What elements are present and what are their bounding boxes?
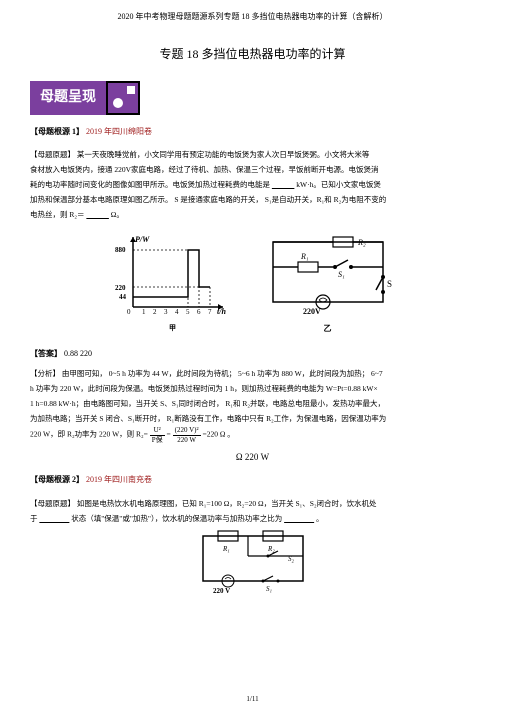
diagrams-1: P/W 880 220 44 0 1 2 3 4 5 6 7 t/h 甲	[30, 232, 475, 336]
fraction: U² P保	[150, 426, 165, 444]
svg-text:R₁: R₁	[222, 545, 230, 553]
svg-text:220: 220	[115, 284, 126, 292]
svg-text:5: 5	[186, 308, 190, 316]
svg-text:6: 6	[197, 308, 201, 316]
circuit-1: R₁ S₁ R₂ S 220V 乙	[263, 232, 393, 336]
banner-text: 母题呈现	[30, 81, 106, 114]
page-header: 2020 年中考物理母题题源系列专题 18 多挡位电热器电功率的计算（含解析）	[30, 10, 475, 24]
svg-text:0: 0	[127, 308, 131, 316]
question-2: 【母题原题】 如图是电热饮水机电路原理图，已知 R₁=100 Ω，R₂=20 Ω…	[30, 496, 475, 511]
svg-text:S: S	[387, 279, 392, 289]
source-2: 【母题根源 2】 2019 年四川南充卷	[30, 473, 475, 487]
source-1: 【母题根源 1】 2019 年四川绵阳卷	[30, 125, 475, 139]
svg-text:S₁: S₁	[338, 270, 345, 279]
svg-text:7: 7	[208, 308, 212, 316]
svg-text:t/h: t/h	[217, 307, 226, 316]
formula-line: Ω 220 W	[30, 449, 475, 465]
svg-text:3: 3	[164, 308, 168, 316]
q-label: 【母题原题】	[30, 150, 75, 159]
svg-text:4: 4	[175, 308, 179, 316]
svg-text:S₂: S₂	[288, 555, 295, 563]
banner-icon	[106, 81, 140, 115]
svg-text:880: 880	[115, 246, 126, 254]
power-chart: P/W 880 220 44 0 1 2 3 4 5 6 7 t/h 甲	[113, 232, 233, 335]
svg-text:R₂: R₂	[267, 545, 275, 553]
svg-text:R₁: R₁	[300, 252, 309, 261]
source-label: 【母题根源 1】	[30, 127, 84, 136]
svg-text:1: 1	[142, 308, 146, 316]
main-title: 专题 18 多挡位电热器电功率的计算	[30, 44, 475, 66]
page-number: 1/11	[0, 693, 505, 706]
svg-text:220V: 220V	[303, 307, 321, 316]
section-banner: 母题呈现	[30, 81, 475, 115]
circuit-2: R₁ R₂ S₂ 220 V S₁	[30, 526, 475, 601]
analysis-1: 【分析】 由甲图可知， 0~5 h 功率为 44 W，此时间段为待机； 5~6 …	[30, 366, 475, 381]
svg-text:S₁: S₁	[266, 585, 272, 593]
question-1: 【母题原题】 某一天夜晚睡觉前，小文同学用有预定功能的电饭煲为家人次日早饭煲粥。…	[30, 147, 475, 162]
svg-text:2: 2	[153, 308, 157, 316]
page: 2020 年中考物理母题题源系列专题 18 多挡位电热器电功率的计算（含解析） …	[0, 0, 505, 714]
answer-1: 【答案】 0.88 220	[30, 347, 475, 361]
svg-text:P/W: P/W	[135, 235, 150, 244]
svg-text:220 V: 220 V	[213, 587, 230, 595]
source-text: 2019 年四川绵阳卷	[86, 127, 152, 136]
svg-text:44: 44	[119, 293, 127, 301]
